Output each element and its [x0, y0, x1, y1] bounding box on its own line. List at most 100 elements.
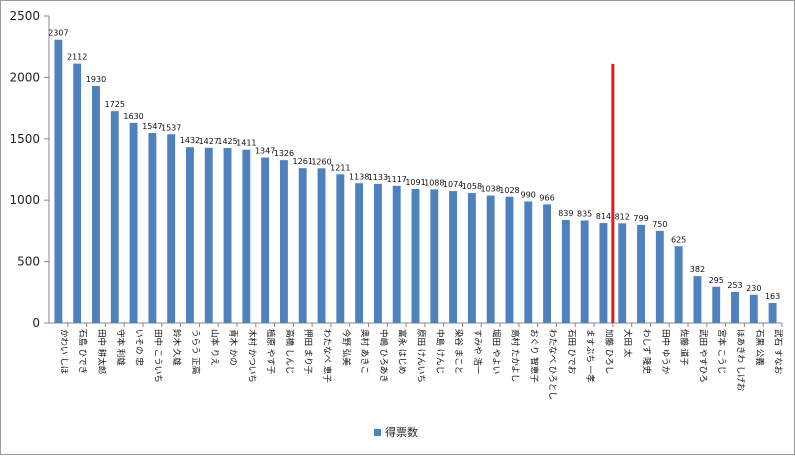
category-label: 中嶋 ひろあき [378, 329, 389, 383]
bar [599, 223, 608, 323]
bar [768, 302, 777, 323]
data-label: 750 [652, 220, 667, 229]
data-label: 1138 [349, 172, 369, 181]
category-label: うらう 正高 [190, 329, 201, 374]
category-label: 鈴木 久雄 [171, 329, 182, 366]
data-label: 1630 [123, 112, 143, 121]
category-label: 堀田 やよい [491, 329, 501, 374]
category-label: 石田 ひでお [566, 329, 576, 375]
data-label: 1211 [330, 163, 350, 172]
category-label: 染谷 まこと [453, 329, 464, 374]
bar [486, 195, 495, 323]
data-label: 1930 [86, 75, 106, 84]
data-label: 839 [558, 209, 573, 218]
bar [674, 246, 683, 323]
bar [129, 122, 138, 323]
y-tick-label: 1000 [9, 193, 40, 207]
category-label: 奥村 あきこ [359, 329, 370, 374]
bar [223, 148, 232, 323]
category-label: 大田 太 [622, 329, 633, 358]
data-label: 1425 [217, 137, 237, 146]
data-label: 1347 [255, 147, 275, 156]
bar [618, 223, 627, 323]
bar [186, 147, 194, 323]
bar [242, 149, 251, 323]
category-labels: かわい しほ 石島 ひでき 田中 耕太郎 守本 利雄 いその 忠田中 こういち 鈴木 久雄… [58, 329, 783, 400]
bar [637, 224, 645, 323]
bar [148, 133, 157, 323]
bar [731, 291, 739, 323]
category-label: 佐藤 道子 [679, 329, 690, 366]
bar [693, 276, 702, 323]
bar [505, 196, 514, 323]
category-label: 田中 ゆうか [660, 329, 671, 375]
data-label: 1260 [311, 157, 331, 166]
bar [355, 183, 364, 323]
data-label: 1427 [199, 137, 219, 146]
bar [317, 168, 326, 323]
legend-swatch [374, 429, 381, 436]
data-label: 1074 [443, 180, 463, 189]
category-label: 石黒 公義 [754, 329, 765, 366]
data-label: 1537 [161, 123, 181, 132]
data-label: 799 [633, 214, 648, 223]
bar [204, 147, 213, 323]
category-label: 高村 たかよし [509, 329, 520, 382]
category-label: 高橋 しんじ [284, 329, 295, 374]
category-label: わしず 隆史 [641, 329, 652, 375]
data-label: 1028 [499, 186, 519, 195]
bar [430, 189, 439, 323]
data-label: 382 [690, 265, 705, 274]
category-label: わたなべ ひろとし [547, 329, 557, 400]
data-label: 2112 [67, 53, 87, 62]
data-label: 163 [765, 292, 780, 301]
category-label: 守本 利雄 [115, 329, 126, 366]
bar [392, 185, 401, 323]
category-label: 中島 けんじ [434, 329, 445, 374]
bar [543, 204, 552, 323]
data-label: 1133 [368, 173, 388, 182]
bar [54, 39, 63, 323]
category-label: 青木 かの [228, 329, 239, 366]
bar [279, 160, 288, 323]
bars [54, 39, 777, 324]
category-label: 武田 やすひろ [697, 329, 708, 383]
category-label: 武石 すなお [773, 329, 784, 375]
y-tick-label: 500 [17, 255, 40, 269]
category-label: 山本 りえ [209, 329, 220, 366]
data-label: 1261 [293, 157, 313, 166]
category-label: 田中 こういち [152, 329, 163, 383]
y-tick-label: 1500 [9, 132, 40, 146]
bar [110, 111, 119, 323]
category-label: 今野 弘美 [340, 329, 351, 366]
bar [298, 168, 307, 323]
category-label: おぐり 智恵子 [528, 329, 539, 383]
data-label: 966 [539, 193, 554, 202]
bar [73, 63, 82, 324]
category-label: 植原 やす子 [265, 329, 276, 375]
bar [580, 220, 589, 323]
category-label: 木村 かついち [246, 329, 257, 383]
category-label: 石島 ひでき [77, 329, 88, 374]
data-label: 1432 [180, 136, 200, 145]
data-label: 295 [709, 276, 724, 285]
y-tick-label: 0 [32, 316, 40, 330]
bar [92, 85, 100, 323]
bar [411, 189, 420, 323]
category-label: すみや 浩一 [472, 329, 483, 375]
bar [712, 286, 721, 323]
bar [524, 201, 533, 323]
category-label: いその 忠 [134, 329, 144, 366]
data-label: 1326 [274, 149, 294, 158]
data-label: 1091 [405, 178, 425, 187]
y-tick-label: 2500 [9, 9, 40, 23]
data-label: 1088 [424, 178, 444, 187]
data-label: 990 [521, 190, 536, 199]
data-label: 1411 [236, 139, 256, 148]
bar [449, 191, 458, 323]
category-label: 加藤 ひろし [603, 329, 614, 374]
data-label: 812 [615, 212, 630, 221]
